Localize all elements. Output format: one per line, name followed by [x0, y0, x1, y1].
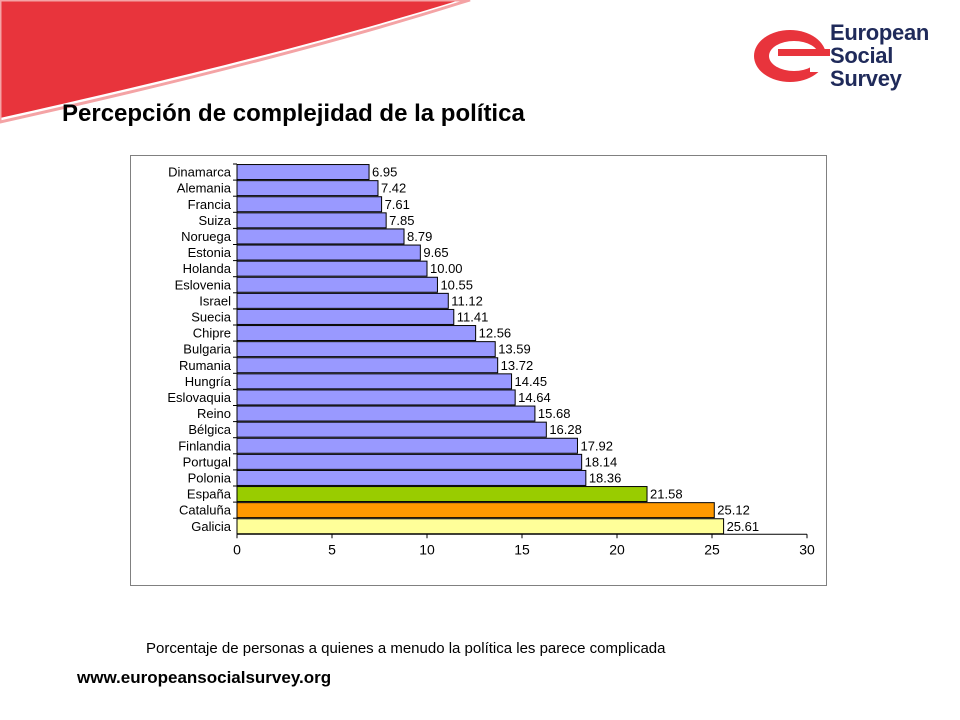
- bar: [236, 389, 516, 406]
- bar: [236, 308, 455, 325]
- bar: [236, 453, 583, 470]
- category-label: Suiza: [198, 213, 231, 228]
- x-tick-label: 25: [704, 541, 720, 557]
- category-label: Eslovaquia: [167, 390, 231, 405]
- bar: [236, 260, 428, 277]
- bar: [236, 421, 547, 438]
- data-label: 14.45: [515, 374, 548, 389]
- data-label: 13.59: [498, 342, 531, 357]
- data-label: 12.56: [479, 326, 512, 341]
- data-label: 7.42: [381, 181, 406, 196]
- data-label: 25.12: [717, 503, 750, 518]
- bar: [236, 228, 405, 245]
- category-label: Portugal: [183, 454, 232, 469]
- x-tick-label: 15: [514, 541, 530, 557]
- category-label: Noruega: [181, 229, 232, 244]
- category-label: Estonia: [188, 245, 232, 260]
- data-label: 10.00: [430, 261, 463, 276]
- data-label: 7.61: [385, 197, 410, 212]
- data-label: 9.65: [423, 245, 448, 260]
- data-label: 10.55: [440, 277, 473, 292]
- data-label: 18.36: [589, 470, 622, 485]
- data-label: 11.41: [457, 309, 489, 324]
- x-tick-label: 20: [609, 541, 625, 557]
- category-label: Galicia: [191, 519, 232, 534]
- bar: [236, 502, 715, 519]
- ess-logo-mark-icon: [754, 30, 830, 82]
- x-tick-label: 30: [799, 541, 815, 557]
- data-label: 8.79: [407, 229, 432, 244]
- logo-line-3: Survey: [830, 66, 902, 91]
- bar: [236, 437, 578, 454]
- bar: [236, 180, 379, 197]
- data-label: 18.14: [585, 454, 618, 469]
- bar: [236, 405, 536, 422]
- category-label: Polonia: [188, 470, 232, 485]
- category-label: Francia: [188, 197, 232, 212]
- category-label: Rumania: [179, 358, 232, 373]
- category-label: Dinamarca: [168, 165, 232, 180]
- logo-line-2: Social: [830, 43, 894, 68]
- category-label: Hungría: [185, 374, 232, 389]
- bar: [236, 518, 725, 535]
- data-label: 11.12: [451, 293, 483, 308]
- data-label: 17.92: [580, 438, 613, 453]
- page-title: Percepción de complejidad de la política: [62, 100, 525, 127]
- bar: [236, 341, 496, 358]
- logo-line-1: European: [830, 20, 930, 45]
- bar: [236, 196, 383, 213]
- ess-logo: European Social Survey: [748, 14, 948, 96]
- bar: [236, 357, 499, 374]
- bar: [236, 325, 477, 342]
- data-label: 13.72: [501, 358, 534, 373]
- chart-frame: Dinamarca 6.95 Alemania 7.42 Francia 7.61 Suiz…: [130, 155, 827, 586]
- swoosh-highlight: [0, 0, 471, 124]
- data-label: 15.68: [538, 406, 571, 421]
- bar: [236, 212, 387, 229]
- data-label: 25.61: [727, 519, 760, 534]
- category-label: Bélgica: [188, 422, 231, 437]
- category-label: Cataluña: [179, 503, 232, 518]
- data-label: 21.58: [650, 487, 683, 502]
- bar: [236, 373, 513, 390]
- category-label: Finlandia: [178, 438, 232, 453]
- bar: [236, 469, 587, 486]
- x-tick-label: 10: [419, 541, 435, 557]
- data-label: 6.95: [372, 165, 397, 180]
- bar: [236, 276, 438, 293]
- bar-chart: Dinamarca 6.95 Alemania 7.42 Francia 7.61 Suiz…: [167, 163, 815, 557]
- data-label: 14.64: [518, 390, 551, 405]
- chart-x-axis-caption: Porcentaje de personas a quienes a menud…: [146, 640, 666, 657]
- x-tick-label: 0: [233, 541, 241, 557]
- category-label: Suecia: [191, 309, 232, 324]
- category-label: Alemania: [177, 181, 232, 196]
- category-label: España: [187, 487, 232, 502]
- category-label: Holanda: [183, 261, 232, 276]
- bar: [236, 486, 648, 503]
- category-label: Bulgaria: [183, 342, 231, 357]
- bar: [236, 292, 449, 309]
- data-label: 7.85: [389, 213, 414, 228]
- category-label: Chipre: [193, 326, 231, 341]
- data-label: 16.28: [549, 422, 582, 437]
- bar: [236, 244, 421, 261]
- swoosh-red-band: [0, 0, 460, 118]
- footer-url[interactable]: www.europeansocialsurvey.org: [77, 668, 332, 687]
- category-label: Eslovenia: [175, 277, 232, 292]
- category-label: Reino: [197, 406, 231, 421]
- x-tick-label: 5: [328, 541, 336, 557]
- category-label: Israel: [199, 293, 231, 308]
- bar: [236, 164, 370, 181]
